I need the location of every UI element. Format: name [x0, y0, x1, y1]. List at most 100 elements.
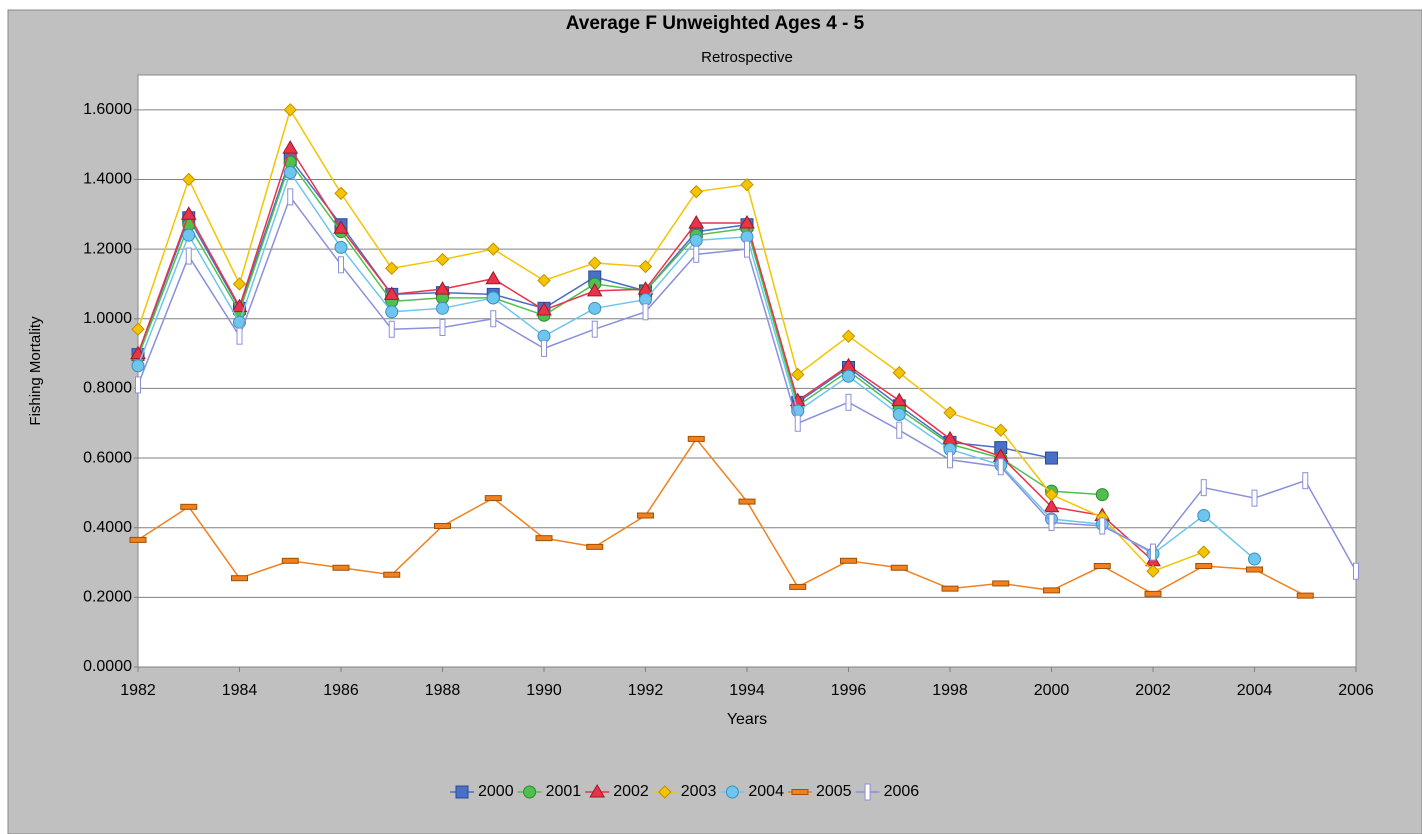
marker [435, 252, 450, 267]
marker [1246, 566, 1263, 573]
marker [794, 414, 801, 432]
marker [182, 228, 196, 242]
marker [896, 421, 903, 439]
marker [997, 458, 1004, 476]
x-tick-label: 2006 [1338, 682, 1374, 699]
legend-label: 2004 [748, 783, 784, 800]
marker [642, 303, 649, 321]
marker [180, 503, 198, 510]
y-tick-label: 1.4000 [83, 171, 132, 188]
marker [1146, 564, 1160, 578]
marker [484, 495, 502, 502]
marker [436, 301, 449, 315]
marker [1197, 509, 1211, 523]
marker [485, 270, 502, 285]
marker [943, 406, 957, 420]
y-tick-label: 1.2000 [83, 240, 132, 257]
y-tick-label: 1.6000 [83, 101, 132, 118]
marker [947, 451, 953, 469]
marker [739, 215, 755, 229]
marker [486, 291, 500, 305]
marker [287, 188, 294, 206]
marker [1144, 590, 1162, 597]
marker [131, 322, 145, 336]
marker [455, 785, 469, 799]
marker [1043, 498, 1060, 513]
marker [385, 305, 399, 319]
marker [740, 177, 754, 192]
marker [388, 320, 395, 338]
marker [1093, 563, 1111, 570]
marker [490, 310, 497, 328]
marker [789, 583, 807, 590]
marker [282, 140, 299, 154]
marker [725, 785, 739, 799]
marker [892, 366, 906, 380]
y-tick-label: 0.2000 [83, 589, 132, 606]
marker [536, 302, 552, 316]
marker [486, 242, 500, 256]
marker [1251, 489, 1258, 507]
marker [941, 585, 959, 592]
marker [333, 220, 349, 234]
marker [1296, 592, 1314, 599]
marker [1197, 545, 1211, 559]
marker [1353, 562, 1359, 580]
chart-title: Average F Unweighted Ages 4 - 5 [566, 13, 865, 34]
marker [1048, 513, 1055, 531]
marker [891, 392, 908, 407]
marker [738, 498, 756, 505]
marker [845, 393, 852, 411]
marker [1150, 543, 1156, 561]
marker [1043, 587, 1060, 594]
x-tick-label: 1992 [628, 682, 664, 699]
series-line [137, 107, 1205, 573]
marker [892, 408, 906, 422]
x-tick-label: 2002 [1135, 682, 1171, 699]
marker [637, 512, 654, 519]
y-tick-label: 0.8000 [83, 380, 132, 397]
marker [1248, 552, 1261, 566]
x-axis-label: Years [727, 711, 767, 728]
y-tick-label: 0.6000 [83, 449, 132, 466]
legend-label: 2002 [613, 783, 649, 800]
plot-area [137, 74, 1357, 668]
legend-label: 2000 [478, 783, 514, 800]
x-tick-label: 1996 [831, 682, 867, 699]
marker [383, 286, 400, 300]
y-tick-label: 1.0000 [83, 310, 132, 327]
marker [687, 435, 705, 442]
chart-subtitle: Retrospective [701, 49, 793, 66]
marker [535, 535, 553, 542]
x-tick-label: 1984 [222, 682, 258, 699]
marker [688, 215, 705, 229]
marker [864, 783, 871, 801]
marker [589, 784, 606, 798]
x-tick-label: 1990 [526, 682, 562, 699]
marker [185, 247, 192, 265]
marker [791, 789, 809, 795]
marker [541, 339, 547, 357]
legend-label: 2001 [546, 783, 582, 800]
marker [334, 240, 348, 254]
legend-label: 2005 [816, 783, 852, 800]
marker [588, 301, 602, 315]
marker [994, 423, 1008, 437]
marker [332, 564, 350, 571]
marker [890, 564, 908, 571]
marker [841, 329, 856, 343]
marker [1045, 451, 1058, 465]
marker [383, 571, 401, 578]
marker [1095, 488, 1109, 502]
x-tick-label: 1998 [932, 682, 968, 699]
series-line [137, 160, 1103, 496]
y-axis-label: Fishing Mortality [27, 316, 44, 426]
marker [232, 277, 247, 291]
marker [586, 282, 603, 297]
marker [1044, 487, 1059, 502]
marker [281, 557, 299, 564]
x-tick-label: 1994 [729, 682, 765, 699]
marker [439, 318, 446, 336]
marker [689, 184, 703, 199]
